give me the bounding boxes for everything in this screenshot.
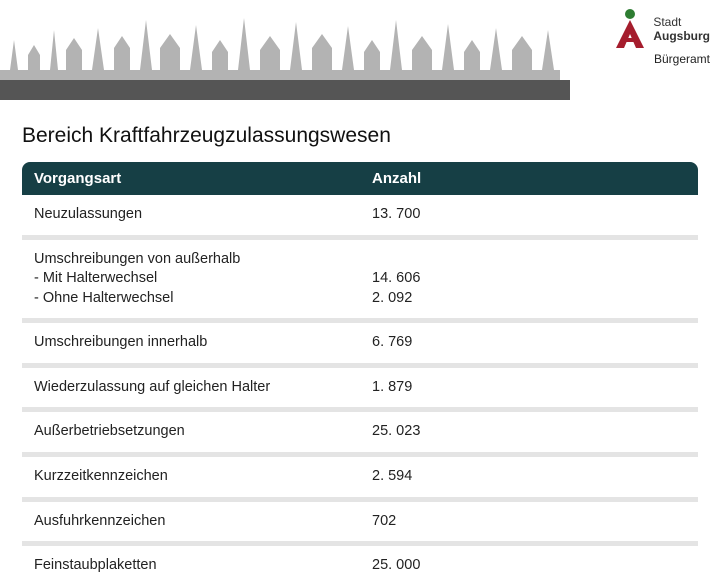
table-row: Wiederzulassung auf gleichen Halter 1. 8… [22, 365, 698, 410]
row-value: 702 [360, 499, 698, 544]
row-value: 1. 879 [360, 365, 698, 410]
col-header-count: Anzahl [360, 162, 698, 195]
row-label: Wiederzulassung auf gleichen Halter [22, 365, 360, 410]
table-row: Umschreibungen von außerhalb - Mit Halte… [22, 237, 698, 321]
logo-text: Stadt Augsburg [653, 8, 710, 44]
row-label: Außerbetriebsetzungen [22, 410, 360, 455]
table-row: Neuzulassungen 13. 700 [22, 195, 698, 237]
row-label: Kurzzeitkennzeichen [22, 454, 360, 499]
row-value: 6. 769 [360, 321, 698, 366]
row-value: 25. 000 [360, 544, 698, 586]
table-header-row: Vorgangsart Anzahl [22, 162, 698, 195]
row-label: Feinstaubplaketten [22, 544, 360, 586]
row-label: Ausfuhrkennzeichen [22, 499, 360, 544]
row-label: Umschreibungen von außerhalb - Mit Halte… [22, 237, 360, 321]
page-header: Stadt Augsburg Bürgeramt [0, 0, 720, 100]
department-label: Bürgeramt [654, 52, 710, 66]
table-row: Ausfuhrkennzeichen 702 [22, 499, 698, 544]
logo-a-icon [613, 8, 647, 48]
table-row: Feinstaubplaketten 25. 000 [22, 544, 698, 586]
page-title: Bereich Kraftfahrzeugzulassungswesen [22, 124, 698, 148]
content-area: Bereich Kraftfahrzeugzulassungswesen Vor… [0, 100, 720, 586]
table-row: Umschreibungen innerhalb 6. 769 [22, 321, 698, 366]
table-row: Kurzzeitkennzeichen 2. 594 [22, 454, 698, 499]
row-value: 2. 594 [360, 454, 698, 499]
row-value: 14. 606 2. 092 [360, 237, 698, 321]
row-label: Umschreibungen innerhalb [22, 321, 360, 366]
city-logo: Stadt Augsburg [613, 8, 710, 48]
logo-line1: Stadt [653, 16, 710, 30]
header-dark-band [0, 80, 570, 100]
table-row: Außerbetriebsetzungen 25. 023 [22, 410, 698, 455]
row-value: 25. 023 [360, 410, 698, 455]
col-header-type: Vorgangsart [22, 162, 360, 195]
table-body: Neuzulassungen 13. 700 Umschreibungen vo… [22, 195, 698, 586]
stats-table: Vorgangsart Anzahl Neuzulassungen 13. 70… [22, 162, 698, 586]
row-value: 13. 700 [360, 195, 698, 237]
logo-line2: Augsburg [653, 30, 710, 44]
row-label: Neuzulassungen [22, 195, 360, 237]
